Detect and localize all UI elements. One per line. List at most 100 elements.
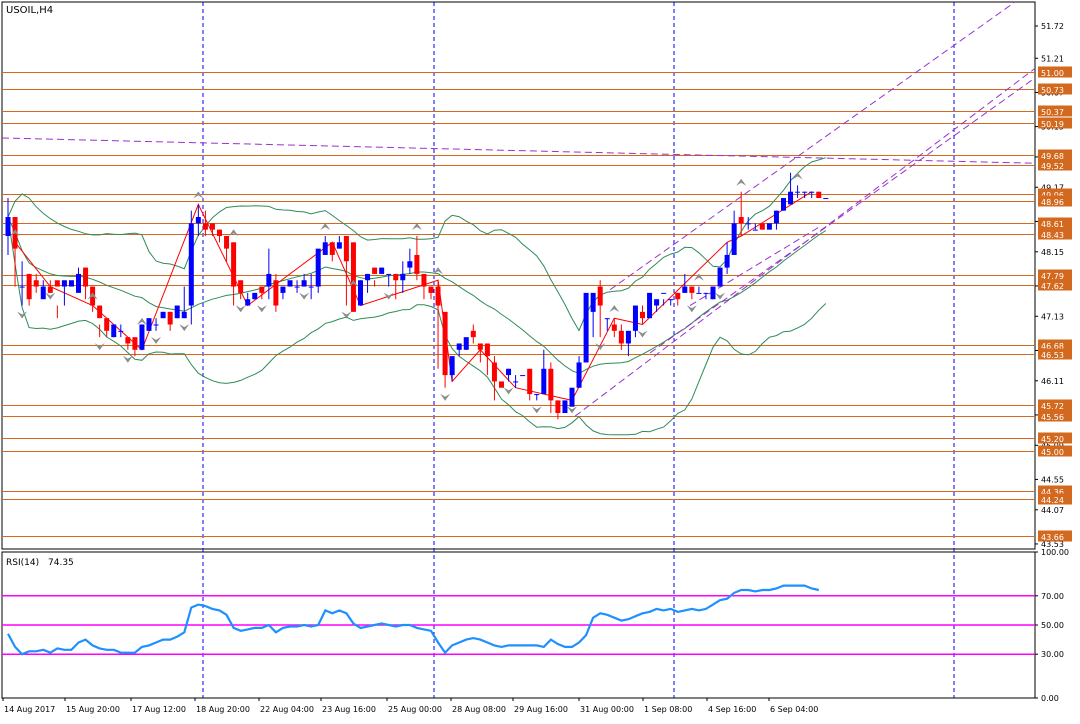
fractal-down-arrow	[341, 311, 352, 319]
candle-body	[696, 292, 702, 294]
price-level-label: 45.20	[1041, 435, 1064, 444]
candle-body	[745, 223, 751, 225]
fractal-down-arrow	[94, 343, 105, 351]
price-level-tag	[1038, 410, 1072, 422]
candle-body	[231, 242, 237, 287]
candle-body	[343, 235, 349, 262]
candle-body	[266, 273, 272, 287]
candle-body	[139, 324, 145, 350]
price-level-tag	[1038, 432, 1072, 444]
candle-body	[400, 273, 406, 281]
candle-body	[675, 292, 681, 300]
candle-body	[329, 242, 335, 255]
chart-title: USOIL,H4	[6, 5, 53, 16]
candle-body	[576, 362, 582, 388]
candle-body	[61, 280, 67, 287]
rsi-axis-tick-label: 30.00	[1041, 650, 1064, 659]
trend-line	[609, 1, 1016, 291]
price-level-label: 44.36	[1041, 488, 1064, 497]
candle-body	[618, 330, 624, 344]
candle-body	[47, 286, 53, 293]
fractal-up-arrow	[136, 317, 147, 325]
candle-body	[83, 267, 89, 287]
candle-body	[823, 198, 829, 200]
fractal-down-arrow	[256, 305, 267, 313]
price-axis-tick-label: 44.55	[1041, 475, 1064, 484]
price-level-tag	[1038, 269, 1072, 281]
candle-body	[562, 400, 568, 414]
fractal-down-arrow	[637, 330, 648, 338]
fractal-up-arrow	[228, 229, 239, 237]
candle-body	[372, 267, 378, 274]
price-level-tag	[1038, 530, 1072, 542]
candle-body	[188, 223, 194, 306]
candle-body	[527, 368, 533, 395]
candle-body	[583, 292, 589, 363]
fractal-down-arrow	[595, 343, 606, 351]
candle-body	[456, 343, 462, 350]
price-axis-tick-label: 51.72	[1041, 22, 1064, 31]
candle-body	[125, 337, 131, 344]
fractal-down-arrow	[686, 305, 697, 313]
candle-body	[555, 400, 561, 414]
candle-body	[146, 318, 152, 331]
candle-body	[301, 280, 307, 287]
time-axis-label: 18 Aug 20:00	[196, 705, 250, 714]
candle-body	[449, 356, 455, 376]
fractal-up-arrow	[792, 172, 803, 180]
price-axis-tick-label: 46.11	[1041, 377, 1064, 386]
candle-body	[816, 191, 822, 199]
price-level-label: 47.62	[1041, 282, 1064, 291]
fractal-down-arrow	[383, 292, 394, 300]
price-level-label: 45.56	[1041, 413, 1064, 422]
time-axis-label: 4 Sep 16:00	[708, 705, 756, 714]
candle-body	[181, 311, 187, 319]
candle-body	[470, 330, 476, 338]
candle-body	[153, 324, 159, 326]
price-axis-tick-label: 49.17	[1041, 183, 1064, 192]
candle-body	[209, 223, 215, 230]
candle-body	[217, 229, 222, 236]
fractal-up-arrow	[609, 305, 620, 313]
bollinger-lower-band	[7, 216, 827, 436]
candle-body	[40, 286, 46, 300]
candle-body	[287, 280, 293, 287]
candle-body	[477, 343, 483, 350]
candle-body	[788, 191, 794, 205]
price-axis-tick-label: 47.13	[1041, 312, 1064, 321]
candle-body	[224, 235, 230, 249]
candle-body	[506, 368, 512, 376]
rsi-axis-tick-label: 50.00	[1041, 621, 1064, 630]
candle-body	[350, 242, 356, 312]
candle-body	[682, 286, 688, 293]
price-level-tag	[1038, 117, 1072, 129]
fractal-down-arrow	[440, 393, 451, 401]
fractal-up-arrow	[193, 191, 204, 199]
candle-body	[358, 280, 363, 306]
candle-body	[111, 324, 117, 338]
fractal-down-arrow	[503, 387, 514, 395]
candle-body	[703, 292, 709, 294]
candle-body	[393, 273, 399, 281]
time-axis-label: 31 Aug 00:00	[580, 705, 634, 714]
time-axis-label: 22 Aug 04:00	[260, 705, 314, 714]
price-level-label: 50.19	[1041, 120, 1064, 129]
candle-body	[731, 223, 737, 255]
candle-body	[654, 299, 660, 306]
candle-body	[365, 273, 371, 281]
candle-body	[414, 254, 420, 274]
price-level-tag	[1038, 445, 1072, 457]
candle-body	[513, 381, 519, 383]
fractal-down-arrow	[151, 336, 162, 344]
price-level-tag	[1038, 217, 1072, 229]
candle-body	[238, 280, 244, 293]
candle-body	[463, 337, 469, 350]
candle-body	[604, 318, 610, 320]
candle-body	[273, 280, 279, 306]
fractal-down-arrow	[299, 292, 310, 300]
price-level-label: 49.52	[1041, 162, 1064, 171]
candle-body	[428, 286, 434, 293]
candle-body	[752, 229, 758, 231]
candle-body	[280, 286, 286, 293]
time-axis-label: 1 Sep 08:00	[644, 705, 692, 714]
